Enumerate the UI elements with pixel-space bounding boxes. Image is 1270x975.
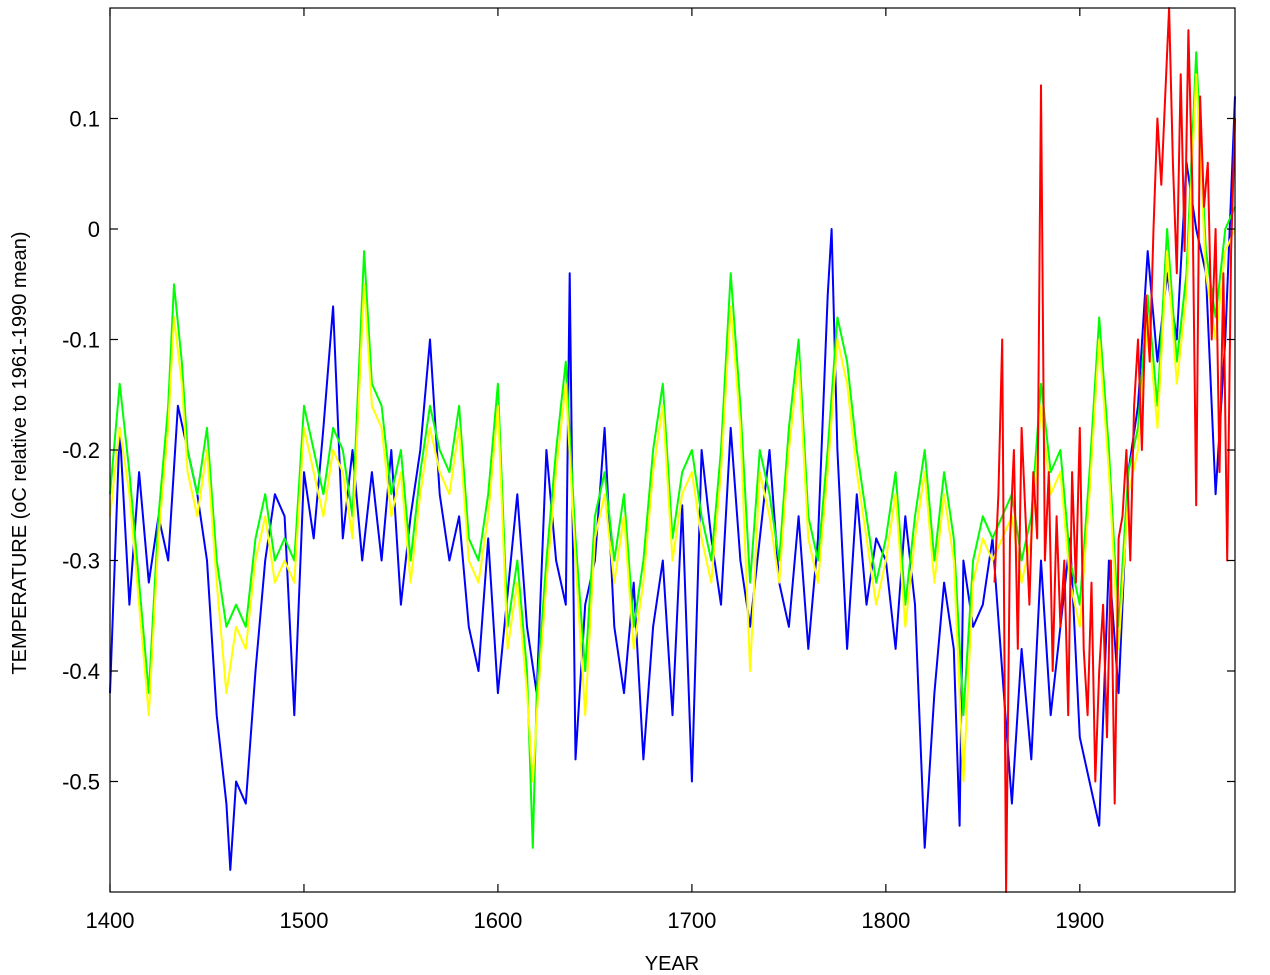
x-axis-ticks: 1400 1500 1600 1700 1800 1900 bbox=[86, 8, 1104, 933]
series-line-3 bbox=[993, 7, 1236, 893]
x-axis-title: YEAR bbox=[645, 953, 699, 975]
x-tick-label: 1400 bbox=[86, 908, 135, 933]
x-tick-label: 1900 bbox=[1055, 908, 1104, 933]
y-tick-label: -0.4 bbox=[62, 659, 100, 684]
y-tick-label: -0.3 bbox=[62, 549, 100, 574]
y-tick-label: -0.2 bbox=[62, 438, 100, 463]
series-layer bbox=[109, 7, 1236, 893]
series-line-0 bbox=[109, 96, 1236, 871]
y-tick-label: 0 bbox=[88, 217, 100, 242]
y-tick-label: -0.1 bbox=[62, 328, 100, 353]
x-tick-label: 1700 bbox=[667, 908, 716, 933]
y-axis-title: TEMPERATURE (oC relative to 1961-1990 me… bbox=[9, 231, 31, 674]
y-tick-label: 0.1 bbox=[69, 107, 100, 132]
x-tick-label: 1600 bbox=[473, 908, 522, 933]
x-tick-label: 1500 bbox=[279, 908, 328, 933]
x-tick-label: 1800 bbox=[861, 908, 910, 933]
y-axis-ticks: -0.5 -0.4 -0.3 -0.2 -0.1 0 0.1 bbox=[62, 107, 1235, 795]
y-tick-label: -0.5 bbox=[62, 770, 100, 795]
